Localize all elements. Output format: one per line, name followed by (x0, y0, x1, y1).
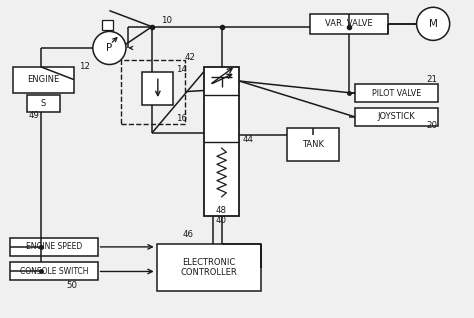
Text: 16: 16 (176, 114, 188, 123)
Text: 49: 49 (29, 111, 40, 120)
Text: TANK: TANK (301, 140, 324, 149)
Text: ELECTRONIC
CONTROLLER: ELECTRONIC CONTROLLER (180, 258, 237, 277)
Text: S: S (41, 99, 46, 108)
Text: VAR. VALVE: VAR. VALVE (326, 19, 373, 28)
Text: ENGINE: ENGINE (27, 75, 59, 84)
Text: 40: 40 (216, 216, 227, 225)
Bar (355, 84, 438, 102)
Bar (12, 67, 74, 93)
Text: 20: 20 (426, 121, 437, 130)
Text: 21: 21 (426, 75, 437, 84)
Bar (204, 67, 239, 216)
Text: 14: 14 (176, 65, 188, 73)
Bar (121, 60, 185, 124)
Text: 44: 44 (243, 135, 254, 143)
Text: 46: 46 (182, 230, 194, 239)
Bar (102, 20, 113, 31)
Text: M: M (428, 19, 438, 29)
Text: P: P (106, 43, 112, 53)
Text: JOYSTICK: JOYSTICK (378, 113, 415, 121)
Text: 42: 42 (185, 53, 196, 62)
Text: 10: 10 (161, 17, 173, 25)
Bar (143, 72, 173, 105)
Bar (10, 238, 98, 256)
Text: 50: 50 (67, 281, 78, 290)
Bar (287, 128, 338, 161)
Bar (156, 244, 261, 291)
Text: ENGINE SPEED: ENGINE SPEED (26, 242, 82, 252)
Text: CONSOLE SWITCH: CONSOLE SWITCH (19, 267, 88, 276)
Text: PILOT VALVE: PILOT VALVE (372, 89, 421, 98)
Circle shape (93, 31, 126, 65)
Text: 12: 12 (79, 62, 90, 71)
Bar (310, 14, 388, 34)
Bar (355, 108, 438, 126)
Bar (10, 262, 98, 280)
Bar (27, 95, 60, 112)
Circle shape (417, 7, 450, 40)
Text: 48: 48 (216, 206, 227, 215)
